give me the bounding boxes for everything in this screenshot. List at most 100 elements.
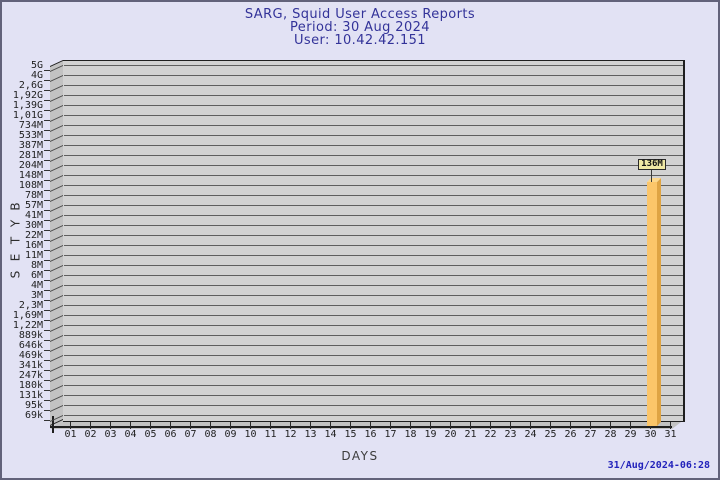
y-tick <box>44 330 50 331</box>
y-tick <box>44 220 50 221</box>
gridline <box>64 85 683 86</box>
x-tick <box>170 422 171 429</box>
gridline <box>64 345 683 346</box>
y-tick-label: 387M <box>18 140 43 151</box>
y-tick <box>44 400 50 401</box>
gridline <box>64 185 683 186</box>
gridline <box>64 355 683 356</box>
bar-side <box>657 177 661 426</box>
bar-value-connector <box>651 169 652 182</box>
gridline <box>64 75 683 76</box>
y-tick-label: 69k <box>24 410 43 421</box>
x-tick-label: 02 <box>84 429 97 440</box>
gridline <box>64 115 683 116</box>
y-tick-label: 341k <box>18 360 43 371</box>
y-tick-label: 108M <box>18 180 43 191</box>
x-tick <box>310 422 311 429</box>
y-tick-label: 5G <box>30 60 43 71</box>
x-tick <box>430 422 431 429</box>
x-tick-label: 26 <box>564 429 577 440</box>
gridline <box>64 315 683 316</box>
x-tick-label: 29 <box>624 429 637 440</box>
x-tick <box>410 422 411 429</box>
gridline <box>64 255 683 256</box>
gridline <box>64 195 683 196</box>
x-tick-label: 30 <box>644 429 657 440</box>
gridline <box>64 305 683 306</box>
y-tick-label: 247k <box>18 370 43 381</box>
x-tick <box>350 422 351 429</box>
chart-title: SARG, Squid User Access Reports <box>244 7 476 22</box>
gridline <box>64 125 683 126</box>
x-tick <box>150 422 151 429</box>
y-tick-label: 1,01G <box>12 110 43 121</box>
x-tick <box>630 422 631 429</box>
gridline <box>64 145 683 146</box>
x-tick <box>130 422 131 429</box>
y-tick <box>44 80 50 81</box>
y-tick <box>44 370 50 371</box>
y-tick <box>44 180 50 181</box>
x-tick-label: 20 <box>444 429 457 440</box>
x-tick-label: 10 <box>244 429 257 440</box>
floor-front-edge <box>50 426 672 428</box>
y-tick-label: 57M <box>24 200 43 211</box>
x-tick-label: 31 <box>664 429 677 440</box>
gridline <box>64 95 683 96</box>
gridline <box>64 205 683 206</box>
y-tick-label: 148M <box>18 170 43 181</box>
y-tick <box>44 200 50 201</box>
gridline <box>64 335 683 336</box>
y-tick <box>44 310 50 311</box>
y-tick-label: 4M <box>30 280 43 291</box>
y-tick <box>44 420 50 421</box>
gridline <box>64 175 683 176</box>
x-tick-label: 06 <box>164 429 177 440</box>
x-tick-label: 23 <box>504 429 517 440</box>
y-tick <box>44 260 50 261</box>
gridline <box>64 285 683 286</box>
gridline <box>64 215 683 216</box>
gridline <box>64 325 683 326</box>
x-tick-label: 17 <box>384 429 397 440</box>
x-tick-label: 11 <box>264 429 277 440</box>
chart-header: SARG, Squid User Access Reports Period: … <box>2 8 718 47</box>
x-tick <box>210 422 211 429</box>
x-tick-label: 16 <box>364 429 377 440</box>
y-tick-label: 4G <box>30 70 43 81</box>
axis-origin <box>52 416 54 433</box>
y-tick-label: 16M <box>24 240 43 251</box>
x-tick <box>370 422 371 429</box>
y-tick-label: 889k <box>18 330 43 341</box>
y-tick-label: 8M <box>30 260 43 271</box>
y-tick <box>44 290 50 291</box>
x-tick <box>70 422 71 429</box>
y-tick <box>44 120 50 121</box>
x-tick <box>470 422 471 429</box>
x-tick-label: 21 <box>464 429 477 440</box>
y-tick-label: 1,92G <box>12 90 43 101</box>
x-tick <box>670 422 671 429</box>
y-tick-label: 533M <box>18 130 43 141</box>
x-tick-label: 24 <box>524 429 537 440</box>
x-tick-label: 05 <box>144 429 157 440</box>
x-tick-label: 12 <box>284 429 297 440</box>
y-tick-label: 3M <box>30 290 43 301</box>
y-tick-label: 469k <box>18 350 43 361</box>
x-tick-label: 08 <box>204 429 217 440</box>
chart-user: User: 10.42.42.151 <box>294 33 426 48</box>
y-tick <box>44 130 50 131</box>
x-tick-label: 25 <box>544 429 557 440</box>
y-tick <box>44 410 50 411</box>
y-tick-label: 131k <box>18 390 43 401</box>
y-tick-label: 11M <box>24 250 43 261</box>
x-tick-label: 03 <box>104 429 117 440</box>
y-tick <box>44 340 50 341</box>
x-tick <box>590 422 591 429</box>
gridline <box>64 245 683 246</box>
y-tick-label: 734M <box>18 120 43 131</box>
y-tick <box>44 250 50 251</box>
gridline <box>64 235 683 236</box>
x-tick <box>450 422 451 429</box>
